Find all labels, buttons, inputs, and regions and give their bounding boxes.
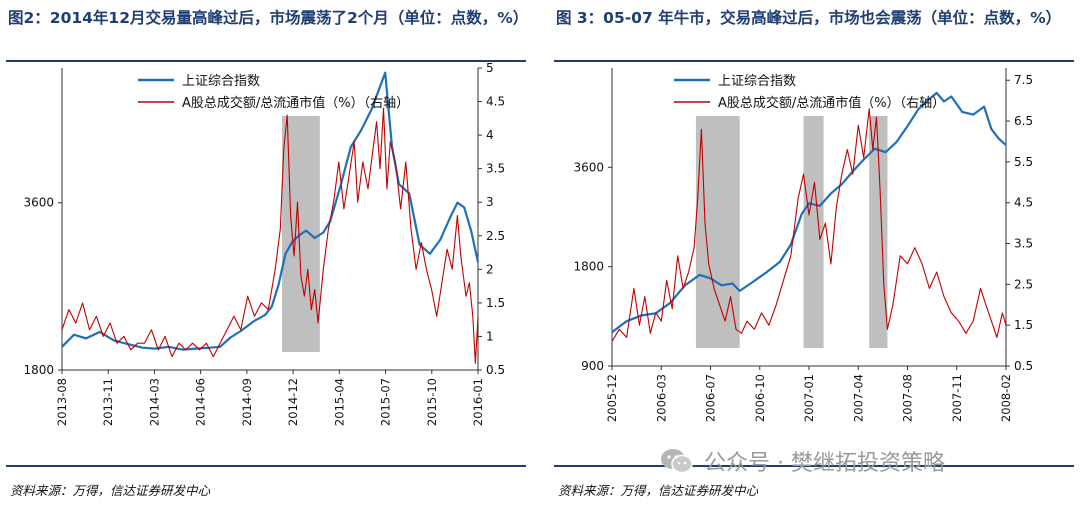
x-tick-label: 2007-08 xyxy=(901,374,915,422)
x-tick-label: 2014-06 xyxy=(194,378,208,426)
y-left-tick-label: 1800 xyxy=(573,260,604,274)
footer-rule xyxy=(6,465,526,467)
chart-2-svg: 1800 3600 0.5 1 1.5 2 2.5 3 3.5 4 4.5 5 2013-08 2013-… xyxy=(23,61,505,426)
y-right-tick-label: 1 xyxy=(486,329,494,343)
figure-3-title: 图 3：05-07 年牛市，交易高峰过后，市场也会震荡（单位：点数，%） xyxy=(556,9,1062,27)
y-left-tick-label: 900 xyxy=(581,359,604,373)
x-tick-label: 2015-10 xyxy=(425,378,439,426)
y-right-tick-label: 3 xyxy=(486,195,494,209)
y-right-tick-label: 3.5 xyxy=(1014,237,1033,251)
index-series-line xyxy=(611,91,1007,333)
y-right-tick-label: 0.5 xyxy=(486,363,505,377)
x-tick-label: 2014-09 xyxy=(240,378,254,426)
figure-2-source: 资料来源：万得，信达证券研发中心 xyxy=(10,483,211,498)
y-right-tick-label: 2.5 xyxy=(1014,277,1033,291)
y-right-tick-label: 4.5 xyxy=(486,95,505,109)
watermark-text: 公众号 · 樊继拓投资策略 xyxy=(704,451,945,476)
shaded-period xyxy=(803,116,824,348)
figure-3-source: 资料来源：万得，信达证券研发中心 xyxy=(558,483,759,498)
y-right-tick-label: 4.5 xyxy=(1014,196,1033,210)
y-right-tick-label: 0.5 xyxy=(1014,359,1033,373)
footer-rule xyxy=(554,465,1074,467)
shaded-period xyxy=(869,116,888,348)
x-tick-label: 2006-03 xyxy=(654,374,668,422)
x-tick-label: 2006-07 xyxy=(704,374,718,422)
chart-3-svg: 900 1800 3600 0.5 1.5 2.5 3.5 4.5 5.5 6.5 7.5 2005-… xyxy=(573,68,1033,422)
x-tick-label: 2013-08 xyxy=(55,378,69,426)
y-left-tick-label: 1800 xyxy=(23,363,54,377)
turnover-series-line xyxy=(61,107,479,364)
wechat-watermark: 公众号 · 樊继拓投资策略 xyxy=(660,444,945,478)
legend-label-turnover: A股总成交额/总流通市值（%）（右轴） xyxy=(182,95,409,111)
y-right-tick-label: 1.5 xyxy=(1014,318,1033,332)
x-tick-label: 2007-01 xyxy=(802,374,816,422)
x-tick-label: 2013-11 xyxy=(101,378,115,426)
title-rule xyxy=(554,60,1074,62)
x-tick-label: 2014-03 xyxy=(147,378,161,426)
x-tick-label: 2005-12 xyxy=(605,374,619,422)
x-tick-label: 2016-01 xyxy=(471,378,485,426)
y-right-tick-label: 3.5 xyxy=(486,162,505,176)
y-right-tick-label: 2 xyxy=(486,262,494,276)
x-tick-label: 2007-04 xyxy=(851,374,865,422)
x-tick-label: 2006-10 xyxy=(753,374,767,422)
figure-2-title: 图2：2014年12月交易量高峰过后，市场震荡了2个月（单位：点数，%） xyxy=(8,9,529,27)
index-series-line xyxy=(61,71,480,351)
x-tick-label: 2007-11 xyxy=(950,374,964,422)
x-tick-label: 2015-07 xyxy=(379,378,393,426)
x-tick-label: 2008-02 xyxy=(999,374,1013,422)
y-left-tick-label: 3600 xyxy=(573,160,604,174)
y-left-tick-label: 3600 xyxy=(23,196,54,210)
y-right-tick-label: 6.5 xyxy=(1014,114,1033,128)
figure-2-panel: 图2：2014年12月交易量高峰过后，市场震荡了2个月（单位：点数，%） 资料来… xyxy=(0,0,535,505)
y-right-tick-label: 7.5 xyxy=(1014,73,1033,87)
y-right-tick-label: 1.5 xyxy=(486,296,505,310)
legend-label-index: 上证综合指数 xyxy=(182,74,260,89)
y-right-tick-label: 4 xyxy=(486,128,494,142)
wechat-icon xyxy=(660,448,694,474)
y-right-tick-label: 5 xyxy=(486,61,494,75)
turnover-series-line xyxy=(611,108,1007,342)
legend-label-index: 上证综合指数 xyxy=(718,74,796,89)
x-tick-label: 2014-12 xyxy=(286,378,300,426)
figure-3-panel: 图 3：05-07 年牛市，交易高峰过后，市场也会震荡（单位：点数，%） 资料来… xyxy=(548,0,1080,505)
x-tick-label: 2015-04 xyxy=(332,378,346,426)
y-right-tick-label: 5.5 xyxy=(1014,155,1033,169)
title-rule xyxy=(6,60,526,62)
legend-label-turnover: A股总成交额/总流通市值（%）（右轴） xyxy=(718,95,945,111)
y-right-tick-label: 2.5 xyxy=(486,229,505,243)
